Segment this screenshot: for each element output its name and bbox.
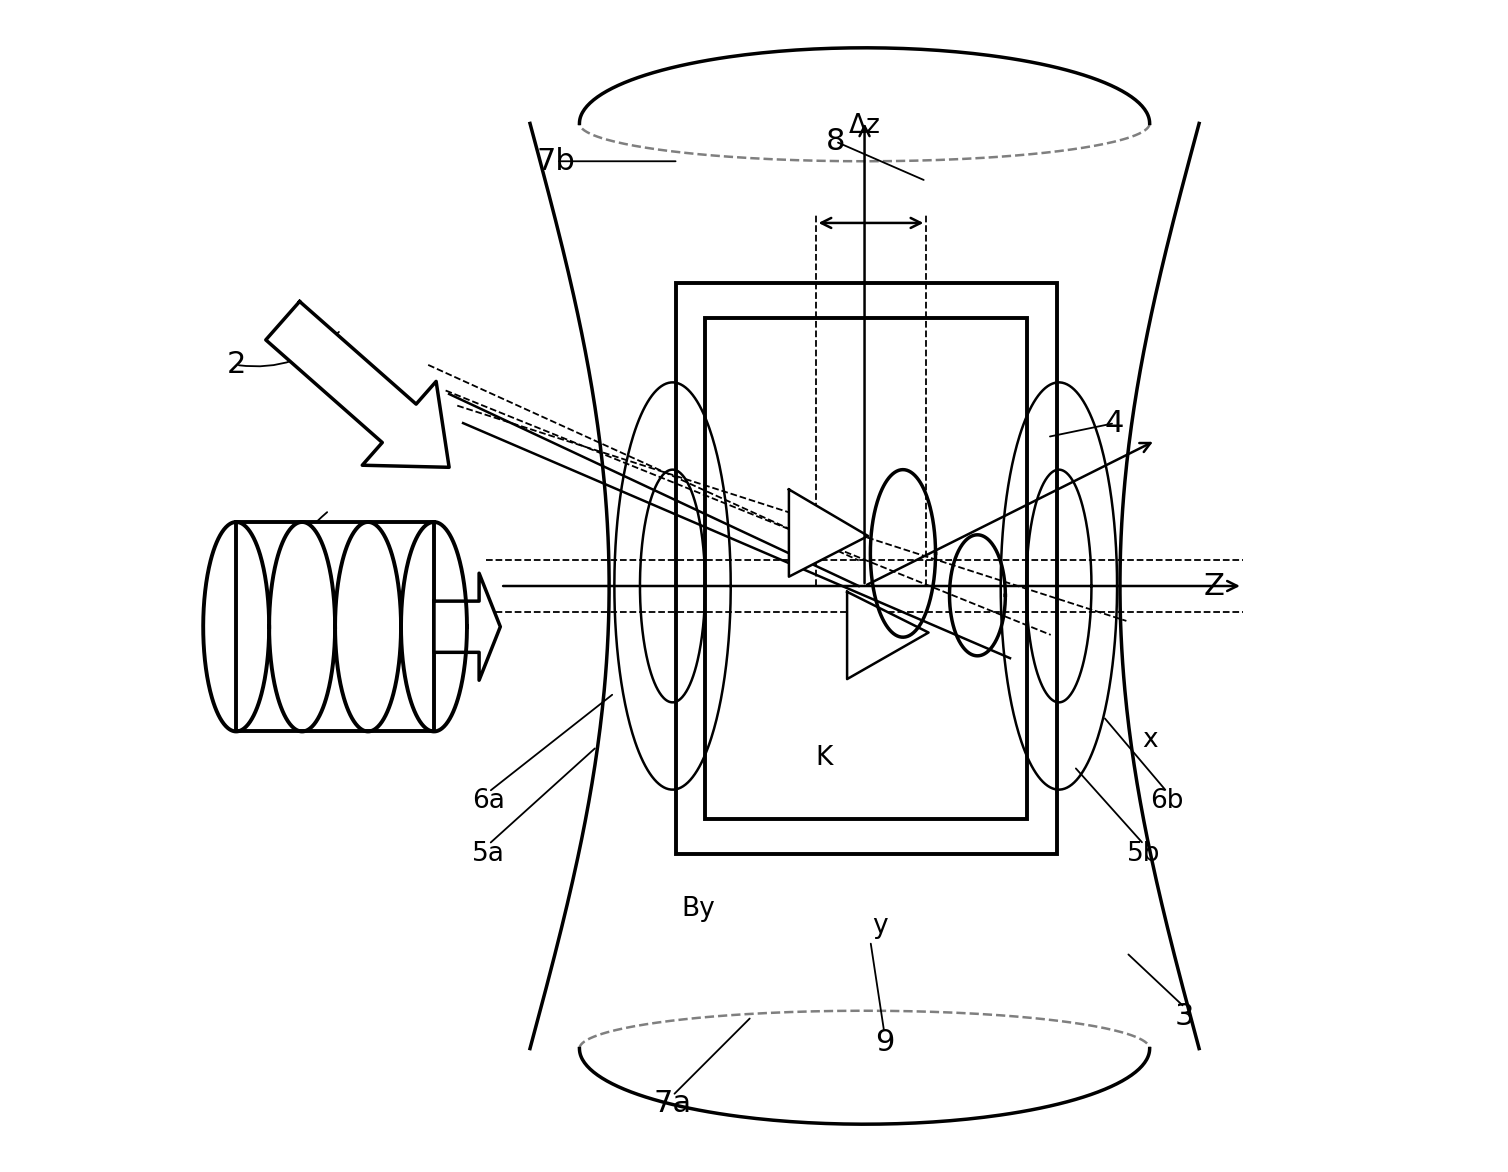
Text: By: By (682, 897, 715, 922)
Text: x: x (1142, 727, 1158, 752)
Text: 6b: 6b (1151, 789, 1184, 815)
Text: K: K (816, 745, 832, 771)
Text: 4: 4 (1105, 409, 1125, 437)
Text: y: y (872, 913, 888, 939)
Polygon shape (789, 490, 869, 577)
Text: 1: 1 (235, 694, 253, 723)
Text: 5a: 5a (472, 840, 505, 866)
Text: Z: Z (1203, 572, 1224, 600)
Text: 9: 9 (875, 1028, 894, 1057)
Polygon shape (434, 573, 501, 680)
Text: 2: 2 (226, 350, 246, 380)
Polygon shape (265, 301, 449, 468)
Bar (676, 284, 1057, 853)
Bar (237, 522, 434, 731)
Text: 8: 8 (826, 127, 844, 156)
Bar (237, 522, 434, 731)
Polygon shape (847, 592, 929, 679)
Text: 5b: 5b (1126, 840, 1161, 866)
Text: 6a: 6a (472, 789, 505, 815)
Text: 7a: 7a (653, 1089, 692, 1118)
Text: 7b: 7b (537, 146, 576, 176)
Text: Δz: Δz (849, 114, 881, 139)
Text: 3: 3 (1175, 1002, 1194, 1031)
Bar (706, 319, 1027, 819)
